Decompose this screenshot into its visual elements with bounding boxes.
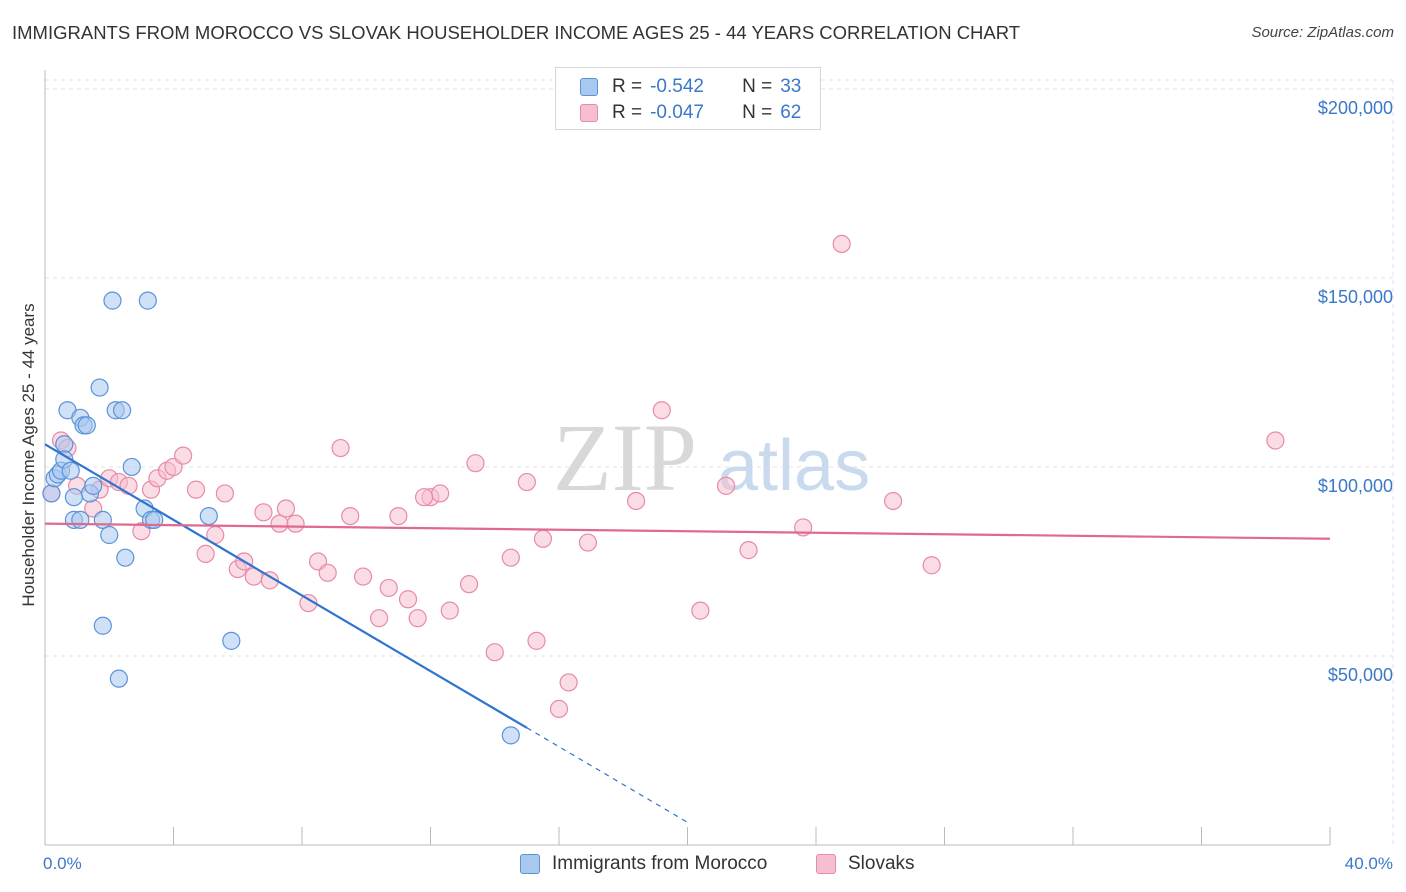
slovaks-point (318, 563, 337, 582)
morocco-trend-line (44, 443, 528, 729)
y-axis-label: Householder Income Ages 25 - 44 years (19, 303, 38, 606)
slovaks-point (408, 609, 427, 628)
morocco-point (103, 291, 122, 310)
slovaks-point (414, 488, 434, 507)
morocco-point (93, 616, 112, 635)
morocco-point (61, 461, 80, 480)
legend-label: Slovaks (848, 853, 915, 874)
legend-n-value: 33 (780, 76, 802, 97)
legend-r-label: R = (612, 102, 643, 123)
slovaks-point (196, 544, 215, 564)
slovaks-point (174, 446, 193, 465)
slovaks-point (341, 506, 360, 526)
slovaks-point (270, 514, 289, 533)
morocco-point (138, 291, 157, 310)
slovaks-point (466, 454, 485, 473)
legend-item-morocco[interactable]: Immigrants from Morocco (520, 851, 767, 877)
legend-row-slovaks: R = -0.047 N = 62 (580, 101, 801, 125)
slovaks-point (370, 609, 389, 628)
watermark: ZIP atlas (553, 404, 870, 511)
slovaks-point (517, 472, 536, 492)
morocco-point (42, 484, 61, 503)
slovaks-point (691, 601, 710, 620)
legend-swatch-blue (580, 78, 598, 96)
chart-title: IMMIGRANTS FROM MOROCCO VS SLOVAK HOUSEH… (12, 22, 1021, 43)
slovaks-point (533, 529, 553, 548)
y-tick-label: $150,000 (1318, 287, 1393, 307)
slovaks-trend-line (44, 522, 1331, 540)
slovaks-point (398, 590, 418, 609)
legend-n-value: 62 (780, 102, 802, 123)
axes (44, 70, 1331, 846)
morocco-point (116, 548, 135, 567)
legend-swatch-pink (580, 104, 598, 122)
morocco-point (55, 435, 74, 454)
morocco-point (93, 510, 112, 529)
morocco-point (64, 488, 84, 507)
correlation-legend: R = -0.542 N = 33 R = -0.047 N = 62 (555, 67, 821, 130)
y-tick-label: $50,000 (1328, 665, 1393, 685)
morocco-point (100, 525, 119, 545)
x-tick-label: 40.0% (1345, 854, 1393, 873)
trend-lines (44, 443, 1331, 823)
slovaks-point (119, 476, 138, 495)
morocco-point (84, 476, 103, 495)
slovaks-point (501, 548, 520, 567)
slovaks-point (626, 491, 646, 511)
legend-item-slovaks[interactable]: Slovaks (816, 851, 915, 877)
legend-row-morocco: R = -0.542 N = 33 (580, 75, 801, 99)
y-tick-label: $200,000 (1318, 98, 1393, 118)
morocco-trend-extension (526, 727, 688, 823)
slovaks-point (485, 643, 504, 662)
morocco-point (90, 378, 109, 397)
legend-r-value: -0.542 (650, 76, 704, 97)
morocco-point (71, 510, 90, 529)
slovaks-point (559, 673, 578, 692)
morocco-point (112, 401, 132, 420)
source-label: Source: ZipAtlas.com (1251, 24, 1394, 41)
slovaks-point (431, 484, 450, 503)
x-tick-label: 0.0% (43, 854, 82, 873)
slovaks-point (739, 541, 758, 560)
morocco-point (222, 631, 241, 650)
slovaks-point (286, 514, 305, 533)
slovaks-points (42, 234, 1285, 719)
slovaks-point (215, 484, 234, 503)
slovaks-point (440, 601, 459, 620)
watermark-atlas: atlas (718, 426, 870, 506)
slovaks-point (527, 631, 546, 650)
morocco-point (199, 506, 218, 526)
slovaks-point (652, 401, 671, 420)
legend-r-label: R = (612, 76, 643, 97)
morocco-point (501, 726, 520, 745)
slovaks-point (353, 567, 373, 586)
slovaks-point (459, 575, 479, 594)
watermark-zip: ZIP (553, 404, 697, 511)
slovaks-point (186, 480, 206, 499)
legend-swatch-blue (520, 854, 540, 874)
legend-n-label: N = (742, 76, 773, 97)
slovaks-point (922, 556, 941, 575)
legend-r-value: -0.047 (650, 102, 704, 123)
slovaks-point (832, 234, 851, 254)
tick-labels: $50,000 $100,000 $150,000 $200,000 0.0% 40.0% (43, 98, 1393, 873)
slovaks-point (1266, 431, 1285, 450)
slovaks-point (379, 578, 398, 598)
slovaks-point (578, 533, 598, 552)
slovaks-point (883, 491, 903, 511)
morocco-point (109, 669, 128, 688)
legend-swatch-pink (816, 854, 836, 874)
slovaks-point (716, 476, 736, 495)
legend-label: Immigrants from Morocco (552, 853, 768, 874)
slovaks-point (254, 503, 273, 522)
legend-n-label: N = (742, 102, 773, 123)
slovaks-point (331, 438, 350, 458)
slovaks-point (276, 499, 296, 518)
y-tick-label: $100,000 (1318, 476, 1393, 496)
morocco-point (122, 457, 141, 477)
slovaks-point (549, 699, 569, 719)
slovaks-point (389, 506, 408, 526)
morocco-point (77, 416, 96, 435)
